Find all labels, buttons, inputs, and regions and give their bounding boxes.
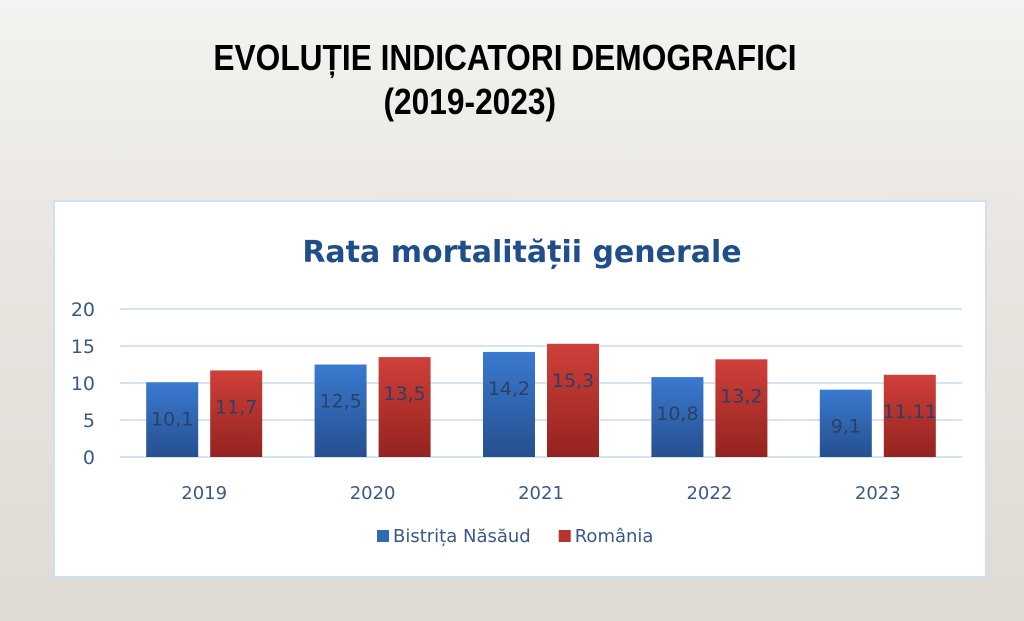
bar-bistrita-2019 [146, 382, 199, 457]
bar-bistrita-2023 [819, 389, 872, 457]
x-tick-label: 2023 [855, 483, 901, 504]
slide-title-line2: (2019-2023) [383, 81, 557, 122]
data-label: 14,2 [488, 378, 530, 400]
x-axis: 2019 2020 2021 2022 2023 [181, 483, 900, 504]
y-tick-label: 0 [83, 447, 95, 469]
legend-swatch-romania [558, 530, 571, 542]
bar-romania-2023 [883, 374, 936, 457]
bars: 10,1 11,7 12,5 13,5 14,2 15,3 10,8 13,2 9,1 11,11 [146, 343, 937, 457]
chart-title: Rata mortalității generale [302, 235, 741, 270]
slide-title-line1: EVOLUȚIE INDICATORI DEMOGRAFICI [213, 37, 797, 78]
bar-bistrita-2022 [651, 377, 704, 457]
bar-bistrita-2020 [314, 364, 367, 457]
y-tick-label: 15 [71, 336, 95, 358]
data-label: 10,1 [151, 408, 193, 430]
data-label: 11,7 [215, 396, 257, 418]
data-label: 9,1 [831, 416, 861, 438]
legend-label: România [575, 526, 654, 547]
data-label: 10,8 [656, 403, 698, 425]
data-label: 13,5 [383, 383, 425, 405]
x-tick-label: 2021 [518, 483, 564, 504]
legend: Bistrița Năsăud România [377, 526, 653, 547]
bar-romania-2019 [210, 370, 263, 457]
bar-romania-2020 [378, 357, 431, 457]
legend-label: Bistrița Năsăud [393, 526, 531, 547]
legend-swatch-bistrita [377, 530, 389, 542]
bar-romania-2022 [715, 359, 768, 457]
bar-bistrita-2021 [483, 351, 535, 457]
y-tick-label: 10 [71, 373, 95, 395]
data-label: 11,11 [883, 401, 937, 423]
x-tick-label: 2019 [181, 483, 227, 504]
data-label: 12,5 [319, 391, 361, 413]
data-label: 13,2 [720, 385, 762, 407]
chart-svg: Rata mortalității generale 0 5 10 15 20 10,1… [71, 235, 962, 547]
x-tick-label: 2022 [686, 483, 732, 504]
chart-container: Rata mortalității generale 0 5 10 15 20 10,1… [53, 200, 987, 578]
data-label: 15,3 [552, 370, 594, 392]
y-tick-label: 20 [71, 299, 95, 321]
y-tick-label: 5 [83, 410, 95, 432]
y-axis: 0 5 10 15 20 [71, 299, 95, 469]
x-tick-label: 2020 [350, 483, 396, 504]
bar-romania-2021 [547, 343, 599, 457]
slide-title: EVOLUȚIE INDICATORI DEMOGRAFICI (2019-20… [61, 36, 950, 124]
